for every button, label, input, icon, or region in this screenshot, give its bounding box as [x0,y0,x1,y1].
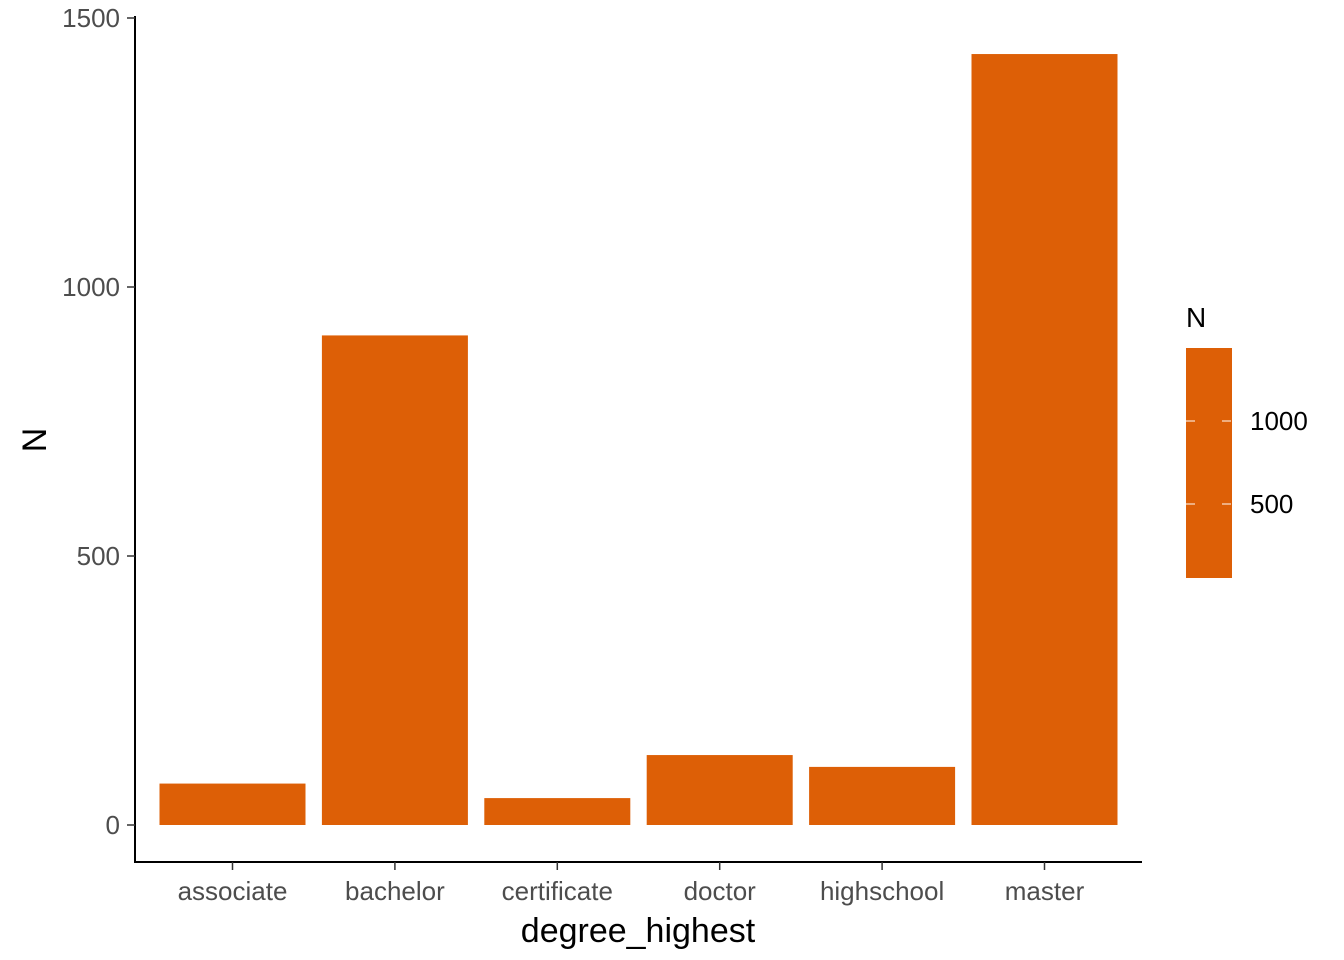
x-ticks: associate bachelor certificate doctor highsc… [178,862,1085,906]
y-tick-label: 1000 [62,272,120,302]
y-axis-label: N [16,428,54,453]
legend-tick-label: 1000 [1250,406,1308,436]
y-tick-label: 1500 [62,3,120,33]
x-tick-label: certificate [502,876,613,906]
bar-master [971,54,1118,825]
legend-tick-label: 500 [1250,489,1293,519]
legend-title: N [1186,302,1206,333]
y-ticks: 0 500 1000 1500 [62,3,135,840]
axes-layer [134,16,1142,863]
legend-ticks: 1000 500 [1186,406,1308,519]
y-tick-label: 0 [106,810,120,840]
bar-highschool [809,766,956,825]
y-tick-label: 500 [77,541,120,571]
x-tick-label: doctor [684,876,757,906]
x-tick-label: master [1005,876,1085,906]
bar-doctor [646,755,793,825]
x-tick-label: associate [178,876,288,906]
x-tick-label: highschool [820,876,944,906]
x-axis-label: degree_highest [521,912,756,950]
bars-layer [159,54,1118,825]
legend-colorbar [1186,348,1232,578]
bar-certificate [484,798,631,825]
x-tick-label: bachelor [345,876,445,906]
bar-associate [159,783,306,825]
bar-bachelor [321,335,468,825]
legend: N 1000 500 [1186,302,1308,578]
